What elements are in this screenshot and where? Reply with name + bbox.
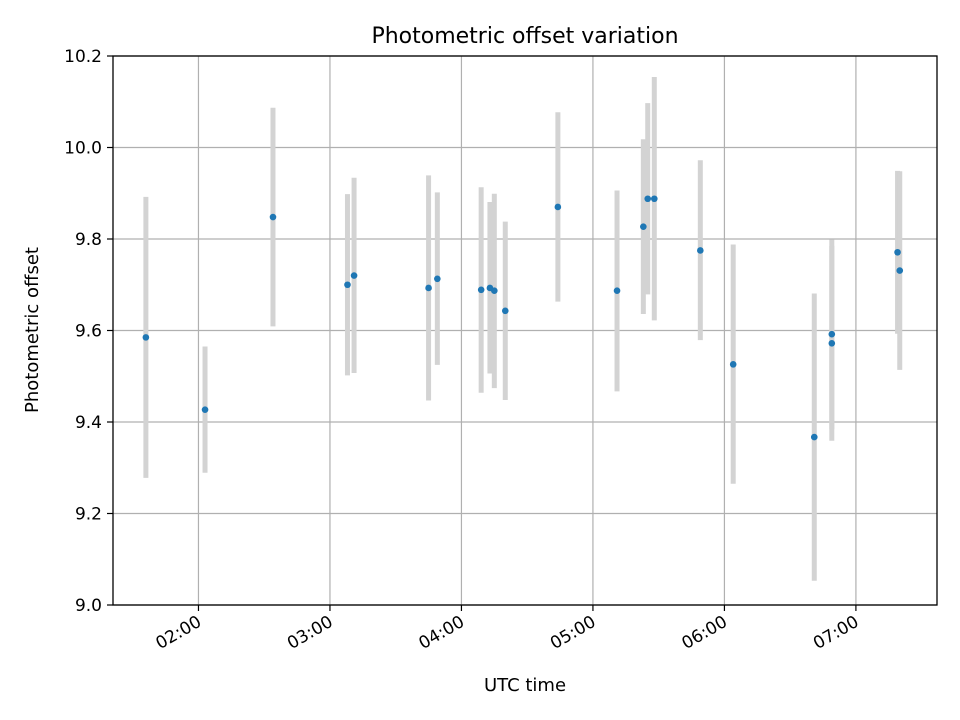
data-point	[828, 330, 836, 338]
data-point	[644, 195, 652, 203]
chart-title: Photometric offset variation	[371, 24, 678, 49]
data-point	[896, 267, 904, 274]
y-tick-label: 9.8	[75, 230, 102, 250]
grid-lines	[113, 55, 937, 606]
data-point	[350, 272, 358, 279]
y-tick-label: 9.4	[75, 413, 102, 433]
data-points	[142, 195, 904, 441]
data-point	[828, 340, 836, 347]
data-point	[142, 334, 150, 341]
data-point	[344, 281, 351, 289]
data-point	[434, 275, 441, 283]
data-point	[729, 361, 737, 368]
data-point	[269, 213, 277, 221]
y-tick-label: 10.0	[64, 139, 102, 159]
y-tick-label: 10.2	[64, 47, 102, 67]
x-axis-label: UTC time	[484, 675, 566, 696]
data-point	[650, 195, 658, 203]
y-axis: 9.0 9.2 9.4 9.6 9.8 10.0 10.2	[64, 47, 113, 616]
y-tick-label: 9.2	[75, 505, 102, 525]
y-tick-label: 9.6	[75, 322, 102, 342]
data-point	[491, 287, 498, 294]
data-point	[425, 284, 432, 292]
data-point	[501, 307, 509, 315]
data-point	[477, 286, 485, 294]
data-point	[554, 203, 562, 211]
y-tick-label: 9.0	[75, 596, 102, 616]
data-point	[810, 433, 818, 441]
data-point	[201, 406, 209, 413]
data-point	[894, 248, 901, 256]
data-point	[640, 223, 647, 230]
data-point	[613, 287, 621, 294]
y-axis-label: Photometric offset	[22, 247, 43, 413]
data-point	[697, 247, 704, 254]
